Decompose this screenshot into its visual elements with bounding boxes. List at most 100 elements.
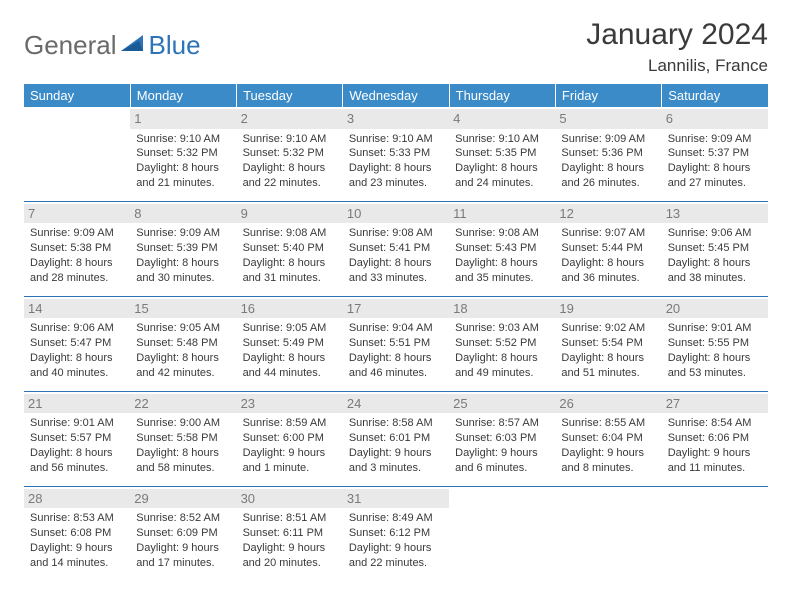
sunrise-line: Sunrise: 9:09 AM bbox=[30, 226, 124, 241]
calendar-day-cell: 27Sunrise: 8:54 AMSunset: 6:06 PMDayligh… bbox=[662, 391, 768, 486]
daylight-line: Daylight: 8 hours and 46 minutes. bbox=[349, 351, 443, 381]
calendar-day-cell: 13Sunrise: 9:06 AMSunset: 5:45 PMDayligh… bbox=[662, 201, 768, 296]
calendar-day-cell: 20Sunrise: 9:01 AMSunset: 5:55 PMDayligh… bbox=[662, 296, 768, 391]
daylight-line: Daylight: 9 hours and 3 minutes. bbox=[349, 446, 443, 476]
brand-text-blue: Blue bbox=[149, 30, 201, 61]
day-number: 19 bbox=[555, 299, 661, 319]
calendar-day-cell: 3Sunrise: 9:10 AMSunset: 5:33 PMDaylight… bbox=[343, 107, 449, 201]
sunrise-line: Sunrise: 9:08 AM bbox=[243, 226, 337, 241]
day-number: 11 bbox=[449, 204, 555, 224]
calendar-day-cell: 30Sunrise: 8:51 AMSunset: 6:11 PMDayligh… bbox=[237, 486, 343, 580]
sunrise-line: Sunrise: 8:52 AM bbox=[136, 511, 230, 526]
sunrise-line: Sunrise: 9:10 AM bbox=[136, 132, 230, 147]
day-number: 21 bbox=[24, 394, 130, 414]
brand-text-general: General bbox=[24, 30, 117, 61]
day-number: 18 bbox=[449, 299, 555, 319]
sunset-line: Sunset: 6:01 PM bbox=[349, 431, 443, 446]
sunset-line: Sunset: 5:58 PM bbox=[136, 431, 230, 446]
weekday-header: Thursday bbox=[449, 84, 555, 107]
daylight-line: Daylight: 8 hours and 26 minutes. bbox=[561, 161, 655, 191]
calendar-table: SundayMondayTuesdayWednesdayThursdayFrid… bbox=[24, 84, 768, 581]
sunrise-line: Sunrise: 9:06 AM bbox=[668, 226, 762, 241]
sunrise-line: Sunrise: 8:57 AM bbox=[455, 416, 549, 431]
calendar-day-cell: 8Sunrise: 9:09 AMSunset: 5:39 PMDaylight… bbox=[130, 201, 236, 296]
day-number: 24 bbox=[343, 394, 449, 414]
calendar-day-cell: 29Sunrise: 8:52 AMSunset: 6:09 PMDayligh… bbox=[130, 486, 236, 580]
calendar-day-cell: 26Sunrise: 8:55 AMSunset: 6:04 PMDayligh… bbox=[555, 391, 661, 486]
sunset-line: Sunset: 5:33 PM bbox=[349, 146, 443, 161]
day-number: 1 bbox=[130, 109, 236, 129]
sunrise-line: Sunrise: 9:01 AM bbox=[30, 416, 124, 431]
sunset-line: Sunset: 6:00 PM bbox=[243, 431, 337, 446]
sunset-line: Sunset: 5:37 PM bbox=[668, 146, 762, 161]
sunrise-line: Sunrise: 8:53 AM bbox=[30, 511, 124, 526]
sunrise-line: Sunrise: 9:06 AM bbox=[30, 321, 124, 336]
sunrise-line: Sunrise: 9:10 AM bbox=[243, 132, 337, 147]
daylight-line: Daylight: 8 hours and 40 minutes. bbox=[30, 351, 124, 381]
calendar-week-row: 14Sunrise: 9:06 AMSunset: 5:47 PMDayligh… bbox=[24, 296, 768, 391]
daylight-line: Daylight: 8 hours and 56 minutes. bbox=[30, 446, 124, 476]
calendar-day-cell: 25Sunrise: 8:57 AMSunset: 6:03 PMDayligh… bbox=[449, 391, 555, 486]
sunrise-line: Sunrise: 9:07 AM bbox=[561, 226, 655, 241]
sunset-line: Sunset: 5:57 PM bbox=[30, 431, 124, 446]
day-number: 7 bbox=[24, 204, 130, 224]
page-header: General Blue January 2024 Lannilis, Fran… bbox=[24, 18, 768, 76]
calendar-day-cell: 6Sunrise: 9:09 AMSunset: 5:37 PMDaylight… bbox=[662, 107, 768, 201]
daylight-line: Daylight: 9 hours and 17 minutes. bbox=[136, 541, 230, 571]
daylight-line: Daylight: 9 hours and 14 minutes. bbox=[30, 541, 124, 571]
day-number: 13 bbox=[662, 204, 768, 224]
calendar-week-row: 21Sunrise: 9:01 AMSunset: 5:57 PMDayligh… bbox=[24, 391, 768, 486]
sunset-line: Sunset: 5:39 PM bbox=[136, 241, 230, 256]
day-number: 26 bbox=[555, 394, 661, 414]
daylight-line: Daylight: 8 hours and 51 minutes. bbox=[561, 351, 655, 381]
sunset-line: Sunset: 6:08 PM bbox=[30, 526, 124, 541]
daylight-line: Daylight: 8 hours and 53 minutes. bbox=[668, 351, 762, 381]
daylight-line: Daylight: 9 hours and 11 minutes. bbox=[668, 446, 762, 476]
sunrise-line: Sunrise: 9:09 AM bbox=[136, 226, 230, 241]
calendar-week-row: 28Sunrise: 8:53 AMSunset: 6:08 PMDayligh… bbox=[24, 486, 768, 580]
sunset-line: Sunset: 5:45 PM bbox=[668, 241, 762, 256]
weekday-header: Monday bbox=[130, 84, 236, 107]
day-number: 22 bbox=[130, 394, 236, 414]
day-number: 17 bbox=[343, 299, 449, 319]
sunset-line: Sunset: 5:47 PM bbox=[30, 336, 124, 351]
sunset-line: Sunset: 6:06 PM bbox=[668, 431, 762, 446]
calendar-day-cell: 10Sunrise: 9:08 AMSunset: 5:41 PMDayligh… bbox=[343, 201, 449, 296]
brand-mark-icon bbox=[121, 33, 147, 58]
sunrise-line: Sunrise: 8:54 AM bbox=[668, 416, 762, 431]
day-number: 9 bbox=[237, 204, 343, 224]
calendar-day-cell: 18Sunrise: 9:03 AMSunset: 5:52 PMDayligh… bbox=[449, 296, 555, 391]
weekday-header: Tuesday bbox=[237, 84, 343, 107]
calendar-day-cell bbox=[555, 486, 661, 580]
daylight-line: Daylight: 8 hours and 22 minutes. bbox=[243, 161, 337, 191]
calendar-day-cell: 21 Sunrise: 9:01 AMSunset: 5:57 PMDayligh… bbox=[24, 391, 130, 486]
sunset-line: Sunset: 5:40 PM bbox=[243, 241, 337, 256]
daylight-line: Daylight: 8 hours and 30 minutes. bbox=[136, 256, 230, 286]
day-number: 12 bbox=[555, 204, 661, 224]
day-number: 28 bbox=[24, 489, 130, 509]
calendar-day-cell: 28 Sunrise: 8:53 AMSunset: 6:08 PMDayligh… bbox=[24, 486, 130, 580]
calendar-day-cell: 1Sunrise: 9:10 AMSunset: 5:32 PMDaylight… bbox=[130, 107, 236, 201]
daylight-line: Daylight: 8 hours and 24 minutes. bbox=[455, 161, 549, 191]
sunrise-line: Sunrise: 9:05 AM bbox=[136, 321, 230, 336]
calendar-week-row: 7Sunrise: 9:09 AMSunset: 5:38 PMDaylight… bbox=[24, 201, 768, 296]
calendar-day-cell: 31Sunrise: 8:49 AMSunset: 6:12 PMDayligh… bbox=[343, 486, 449, 580]
daylight-line: Daylight: 9 hours and 8 minutes. bbox=[561, 446, 655, 476]
sunrise-line: Sunrise: 9:04 AM bbox=[349, 321, 443, 336]
calendar-week-row: 1Sunrise: 9:10 AMSunset: 5:32 PMDaylight… bbox=[24, 107, 768, 201]
daylight-line: Daylight: 8 hours and 33 minutes. bbox=[349, 256, 443, 286]
calendar-day-cell: 11Sunrise: 9:08 AMSunset: 5:43 PMDayligh… bbox=[449, 201, 555, 296]
sunrise-line: Sunrise: 8:51 AM bbox=[243, 511, 337, 526]
daylight-line: Daylight: 8 hours and 31 minutes. bbox=[243, 256, 337, 286]
sunrise-line: Sunrise: 8:58 AM bbox=[349, 416, 443, 431]
day-number: 3 bbox=[343, 109, 449, 129]
weekday-header-row: SundayMondayTuesdayWednesdayThursdayFrid… bbox=[24, 84, 768, 107]
calendar-day-cell: 5Sunrise: 9:09 AMSunset: 5:36 PMDaylight… bbox=[555, 107, 661, 201]
sunset-line: Sunset: 5:52 PM bbox=[455, 336, 549, 351]
sunset-line: Sunset: 6:03 PM bbox=[455, 431, 549, 446]
sunrise-line: Sunrise: 9:00 AM bbox=[136, 416, 230, 431]
day-number: 30 bbox=[237, 489, 343, 509]
sunset-line: Sunset: 5:55 PM bbox=[668, 336, 762, 351]
daylight-line: Daylight: 8 hours and 27 minutes. bbox=[668, 161, 762, 191]
sunrise-line: Sunrise: 9:09 AM bbox=[561, 132, 655, 147]
